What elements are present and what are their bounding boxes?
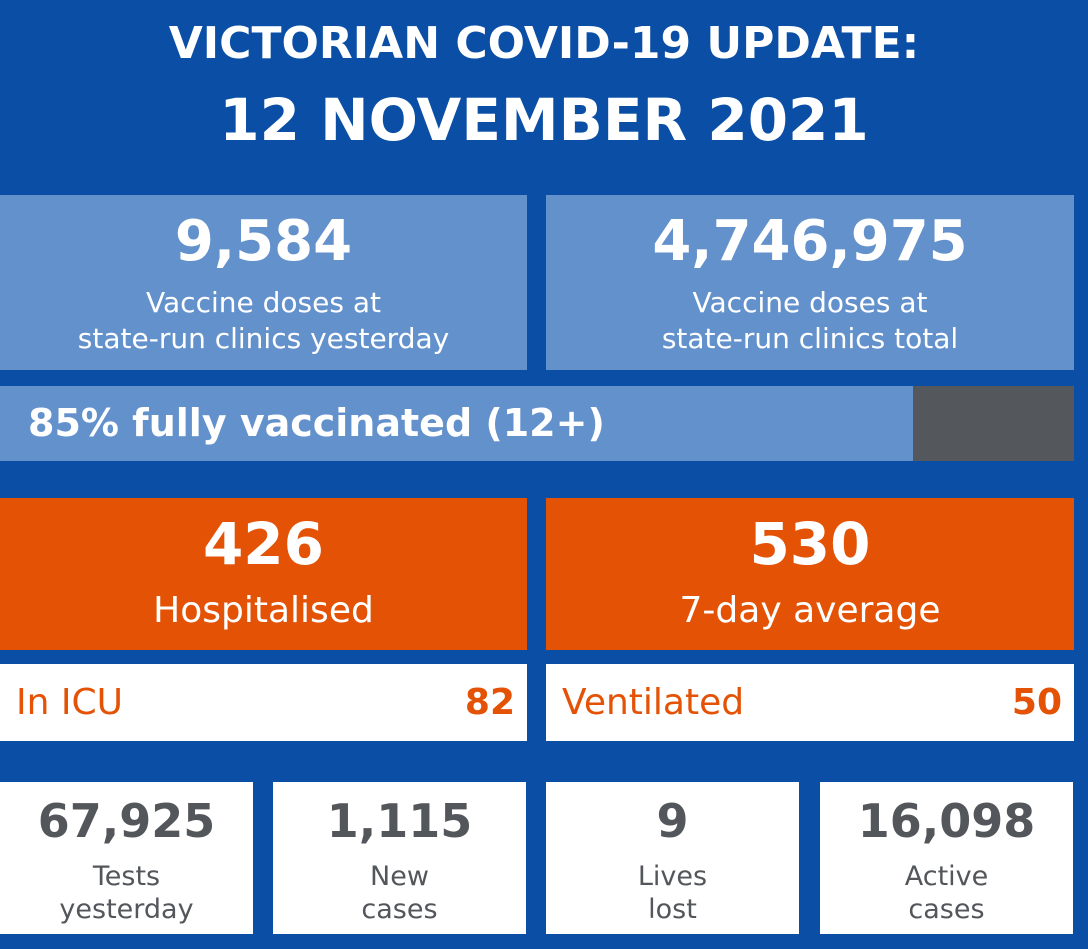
vaccine-doses-total-label-line2: state-run clinics total [661, 322, 959, 355]
ventilated-label: Ventilated [562, 682, 745, 723]
vaccine-doses-total-label-line1: Vaccine doses at [692, 286, 928, 319]
tests-yesterday-card: 67,925 Tests yesterday [0, 782, 253, 934]
active-cases-value: 16,098 [857, 794, 1036, 848]
vaccine-doses-yesterday-panel: 9,584 Vaccine doses at state-run clinics… [0, 195, 527, 370]
hospitalised-value: 426 [202, 510, 325, 578]
tests-yesterday-label-line1: Tests [92, 861, 161, 892]
tests-yesterday-label-line2: yesterday [59, 894, 194, 925]
icu-label: In ICU [16, 682, 123, 723]
vaccine-doses-total-panel: 4,746,975 Vaccine doses at state-run cli… [546, 195, 1074, 370]
vaccination-progress-fill [0, 386, 913, 461]
tests-yesterday-label: Tests yesterday [0, 860, 253, 926]
new-cases-label-line1: New [370, 861, 429, 892]
seven-day-average-value: 530 [749, 510, 871, 578]
vaccine-doses-yesterday-label-line1: Vaccine doses at [146, 286, 381, 319]
lives-lost-value: 9 [656, 794, 689, 848]
lives-lost-label: Lives lost [546, 860, 799, 926]
page-date: 12 NOVEMBER 2021 [219, 86, 869, 154]
vaccine-doses-yesterday-value: 9,584 [174, 209, 353, 274]
seven-day-average-panel: 530 7-day average [546, 498, 1074, 650]
active-cases-label-line1: Active [904, 861, 989, 892]
new-cases-label-line2: cases [361, 894, 438, 925]
vaccination-progress-label: 85% fully vaccinated (12+) [28, 401, 605, 445]
vaccine-doses-yesterday-label: Vaccine doses at state-run clinics yeste… [0, 285, 527, 357]
active-cases-card: 16,098 Active cases [820, 782, 1073, 934]
active-cases-label: Active cases [820, 860, 1073, 926]
vaccine-doses-total-label: Vaccine doses at state-run clinics total [546, 285, 1074, 357]
ventilated-row: Ventilated 50 [546, 664, 1074, 741]
vaccine-doses-yesterday-label-line2: state-run clinics yesterday [77, 322, 450, 355]
vaccine-doses-total-value: 4,746,975 [652, 209, 968, 274]
page-title: VICTORIAN COVID-19 UPDATE: [168, 18, 920, 69]
vaccination-progress-bar: 85% fully vaccinated (12+) [0, 386, 1074, 461]
lives-lost-label-line1: Lives [637, 861, 708, 892]
lives-lost-label-line2: lost [648, 894, 697, 925]
tests-yesterday-value: 67,925 [37, 794, 216, 848]
active-cases-label-line2: cases [908, 894, 985, 925]
icu-value: 82 [464, 682, 515, 723]
new-cases-card: 1,115 New cases [273, 782, 526, 934]
hospitalised-panel: 426 Hospitalised [0, 498, 527, 650]
ventilated-value: 50 [1011, 682, 1062, 723]
seven-day-average-label: 7-day average [679, 590, 941, 631]
new-cases-value: 1,115 [326, 794, 473, 848]
icu-row: In ICU 82 [0, 664, 527, 741]
hospitalised-label: Hospitalised [153, 590, 374, 631]
lives-lost-card: 9 Lives lost [546, 782, 799, 934]
new-cases-label: New cases [273, 860, 526, 926]
